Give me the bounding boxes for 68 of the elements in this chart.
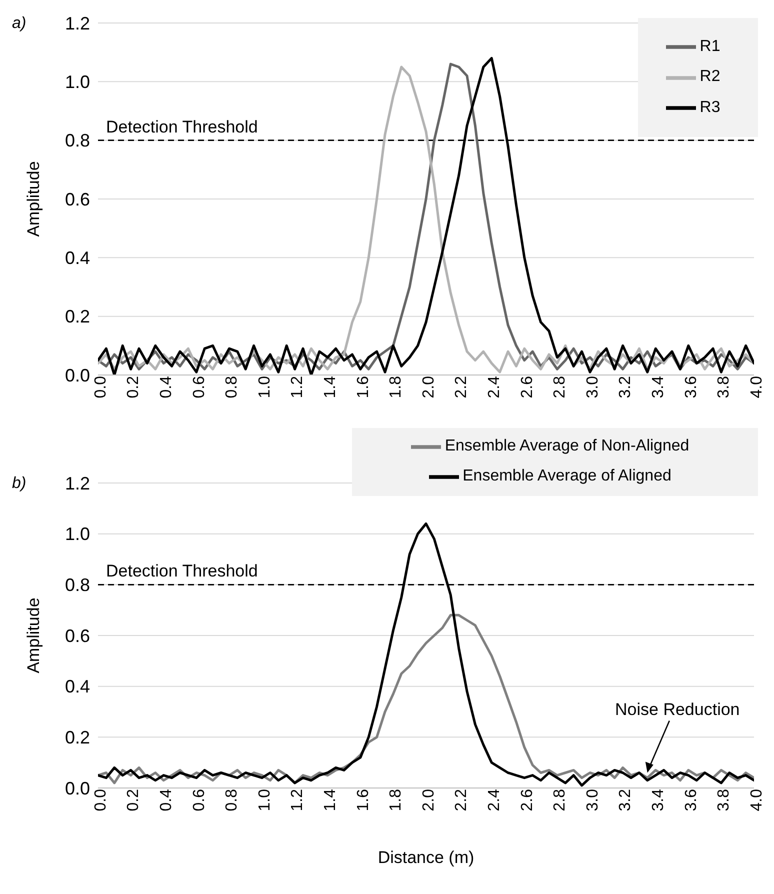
x-tick-label: 0.0: [92, 788, 110, 812]
x-tick-label: 3.8: [716, 376, 733, 398]
y-tick-label: 0.2: [64, 728, 90, 748]
line-series: [98, 522, 754, 787]
y-tick-label: 0.6: [64, 626, 90, 646]
x-tick-label: 2.2: [453, 376, 470, 398]
x-tick-label: 0.6: [190, 376, 208, 398]
legend-label: R3: [700, 98, 720, 116]
y-tick-label: 1.0: [64, 524, 90, 544]
x-tick-label: 3.4: [650, 788, 667, 812]
x-tick-label: 2.0: [420, 376, 438, 398]
legend-label: R2: [700, 68, 720, 86]
x-tick-label: 2.0: [420, 788, 438, 812]
x-tick-label: 1.4: [322, 788, 339, 812]
x-tick-label: 1.4: [322, 376, 339, 398]
legend-label: Ensemble Average of Aligned: [462, 468, 672, 485]
x-tick-label: 0.2: [125, 788, 142, 812]
chart-title: b): [12, 475, 26, 493]
x-tick-label: 4.0: [748, 788, 766, 812]
x-tick-label: 0.0: [92, 376, 110, 398]
x-tick-label: 3.2: [617, 376, 634, 398]
y-axis-title: Amplitude: [24, 161, 44, 237]
y-tick-label: 0.8: [64, 130, 90, 151]
x-tick-label: 3.6: [682, 788, 700, 812]
x-tick-label: 0.4: [158, 376, 175, 398]
x-tick-label: 3.8: [716, 788, 733, 812]
x-tick-label: 1.6: [354, 788, 372, 812]
x-tick-label: 0.6: [190, 788, 208, 812]
x-tick-label: 1.2: [289, 788, 306, 812]
x-tick-label: 3.0: [584, 788, 602, 812]
x-tick-label: 0.8: [224, 376, 241, 398]
y-tick-label: 0.4: [64, 676, 90, 697]
y-tick-label: 0.8: [64, 575, 90, 596]
x-axis-title: Distance (m): [378, 848, 474, 867]
y-tick-label: 1.2: [64, 13, 90, 34]
x-tick-label: 0.2: [125, 376, 142, 398]
legend-label: R1: [700, 38, 720, 55]
ref-line-label: Detection Threshold: [106, 117, 258, 136]
x-tick-label: 3.6: [682, 376, 700, 398]
x-tick-label: 1.2: [289, 376, 306, 398]
x-tick-label: 3.4: [650, 376, 667, 398]
y-tick-label: 0.4: [64, 248, 90, 268]
annotation: Noise Reduction: [615, 700, 740, 719]
y-tick-label: 1.0: [64, 72, 90, 92]
x-tick-label: 2.2: [453, 788, 470, 812]
legend-label: Ensemble Average of Non-Aligned: [444, 438, 690, 455]
y-tick-label: 1.2: [64, 473, 90, 494]
x-tick-label: 3.2: [617, 788, 634, 812]
x-tick-label: 1.6: [354, 376, 372, 398]
x-tick-label: 2.6: [518, 376, 536, 398]
y-tick-label: 0.2: [64, 306, 90, 327]
ref-line-label: Detection Threshold: [106, 562, 258, 581]
x-tick-label: 0.8: [224, 788, 241, 812]
x-tick-label: 2.8: [552, 376, 569, 398]
x-tick-label: 1.0: [256, 788, 274, 812]
x-tick-label: 2.8: [552, 788, 569, 812]
y-axis-title: Amplitude: [24, 598, 44, 674]
y-tick-label: 0.6: [64, 189, 90, 210]
x-tick-label: 1.0: [256, 376, 274, 398]
x-tick-label: 3.0: [584, 376, 602, 398]
x-tick-label: 4.0: [748, 376, 766, 398]
chart-title: a): [12, 15, 26, 33]
x-tick-label: 2.6: [518, 788, 536, 812]
x-tick-label: 0.4: [158, 788, 175, 812]
x-tick-label: 2.4: [486, 376, 503, 398]
x-tick-label: 2.4: [486, 788, 503, 812]
x-tick-label: 1.8: [388, 788, 405, 812]
x-tick-label: 1.8: [388, 376, 405, 398]
